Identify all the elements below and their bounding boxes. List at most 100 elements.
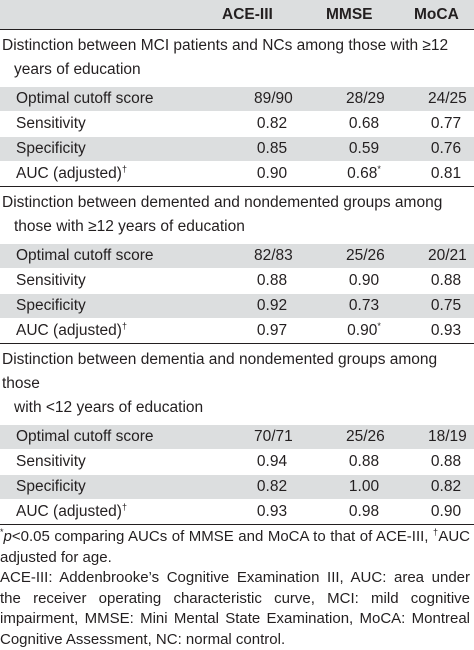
cell-value-wrap: 0.59 [346,137,382,161]
cell-value-wrap: 0.75 [428,294,464,318]
cell-value-wrap: 0.77 [428,112,464,136]
cell-value: 0.98 [348,503,380,520]
cell-value: 0.77 [430,115,462,132]
table-row: Sensitivity 0.88 0.90 0.88 [0,268,474,293]
cell-moca: 0.82 [404,475,464,499]
row-label: Optimal cutoff score [16,87,154,111]
cell-value: 1.00 [348,478,380,495]
section-title-line2: those with ≥12 years of education [14,218,245,235]
cell-value: 70/71 [254,428,293,445]
row-label: AUC (adjusted)† [16,162,127,186]
cell-value-wrap: 82/83 [254,244,293,268]
cell-value-wrap: 0.97 [254,319,290,343]
section-title: Distinction between dementia and nondeme… [0,343,474,424]
cell-moca: 20/21 [404,244,467,268]
cell-value-wrap: 18/19 [428,425,467,449]
cell-value: 0.90 [430,503,462,520]
row-label-text: Specificity [16,140,86,157]
cell-ace-iii: 0.88 [224,269,290,293]
cell-moca: 0.93 [404,319,464,343]
dagger-mark: † [121,320,127,331]
cell-value: 0.73 [348,297,380,314]
section-title: Distinction between MCI patients and NCs… [0,29,474,86]
footnote-abbreviations: ACE-III: Addenbrooke’s Cognitive Examina… [0,569,470,648]
table-row: AUC (adjusted)† 0.90 0.68* 0.81 [0,161,474,186]
cell-value-wrap: 0.94 [254,450,290,474]
cell-value-wrap: 20/21 [428,244,467,268]
cell-mmse: 25/26 [316,244,385,268]
cell-value-wrap: 0.82 [254,112,290,136]
cell-moca: 0.77 [404,112,464,136]
cell-value: 25/26 [346,247,385,264]
cell-value-wrap: 0.88 [254,269,290,293]
cell-value-wrap: 0.81 [428,162,464,186]
cell-value: 0.97 [256,322,288,339]
row-label: Sensitivity [16,450,86,474]
cell-value-wrap: 0.92 [254,294,290,318]
cell-ace-iii: 0.92 [224,294,290,318]
cell-value: 0.94 [256,453,288,470]
column-header-mmse: MMSE [326,6,373,23]
footnote-significance: *p<0.05 comparing AUCs of MMSE and MoCA … [0,527,470,568]
row-label: Specificity [16,137,86,161]
table-row: Sensitivity 0.94 0.88 0.88 [0,449,474,474]
cell-value-wrap: 25/26 [346,244,385,268]
cell-mmse: 0.59 [316,137,382,161]
table-row: Optimal cutoff score 70/71 25/26 18/19 [0,424,474,449]
table-row: Sensitivity 0.82 0.68 0.77 [0,111,474,136]
row-label: Sensitivity [16,112,86,136]
cell-value: 89/90 [254,90,293,107]
cell-mmse: 0.88 [316,450,382,474]
cell-ace-iii: 0.85 [224,137,290,161]
cell-value-wrap: 0.90 [428,500,464,524]
cell-mmse: 0.90 [316,269,382,293]
cell-value-wrap: 0.98 [346,500,382,524]
cell-value-wrap: 0.76 [428,137,464,161]
cell-value: 0.88 [430,272,462,289]
cell-ace-iii: 0.94 [224,450,290,474]
cell-value-wrap: 0.68 [346,112,382,136]
cell-value-wrap: 0.90* [346,319,382,343]
cell-mmse: 0.90* [316,319,382,343]
section-title-line1: Distinction between demented and nondeme… [2,194,443,211]
cell-value: 25/26 [346,428,385,445]
dagger-mark: † [432,527,439,537]
cell-value: 0.81 [430,165,462,182]
cell-value: 0.90 [347,322,378,339]
table-row: Specificity 0.82 1.00 0.82 [0,474,474,499]
cell-value: 0.82 [256,115,288,132]
cell-value-wrap: 24/25 [428,87,467,111]
table-row: Optimal cutoff score 82/83 25/26 20/21 [0,243,474,268]
cell-value-wrap: 25/26 [346,425,385,449]
cell-value: 0.90 [256,165,288,182]
cell-ace-iii: 0.93 [224,500,290,524]
cell-mmse: 0.98 [316,500,382,524]
table-row: AUC (adjusted)† 0.97 0.90* 0.93 [0,318,474,343]
cell-value-wrap: 0.88 [428,269,464,293]
cell-value-wrap: 28/29 [346,87,385,111]
cell-mmse: 0.68 [316,112,382,136]
cell-value: 0.59 [348,140,380,157]
table-row: Specificity 0.85 0.59 0.76 [0,136,474,161]
asterisk-mark: * [377,320,381,331]
cell-value-wrap: 0.88 [346,450,382,474]
row-label-text: AUC (adjusted) [16,165,122,182]
row-label-text: Specificity [16,297,86,314]
cell-moca: 0.90 [404,500,464,524]
cell-value-wrap: 0.85 [254,137,290,161]
row-label-text: Optimal cutoff score [16,90,154,107]
row-label: Specificity [16,294,86,318]
cell-value: 0.82 [430,478,462,495]
dagger-mark: † [121,163,127,174]
cell-value-wrap: 0.82 [254,475,290,499]
cell-value: 24/25 [428,90,467,107]
cell-value: 28/29 [346,90,385,107]
cell-value-wrap: 0.93 [254,500,290,524]
asterisk-mark: * [377,163,381,174]
cell-mmse: 0.73 [316,294,382,318]
table-footnotes: *p<0.05 comparing AUCs of MMSE and MoCA … [0,524,474,650]
cell-value: 0.88 [430,453,462,470]
cell-mmse: 1.00 [316,475,382,499]
row-label: Sensitivity [16,269,86,293]
